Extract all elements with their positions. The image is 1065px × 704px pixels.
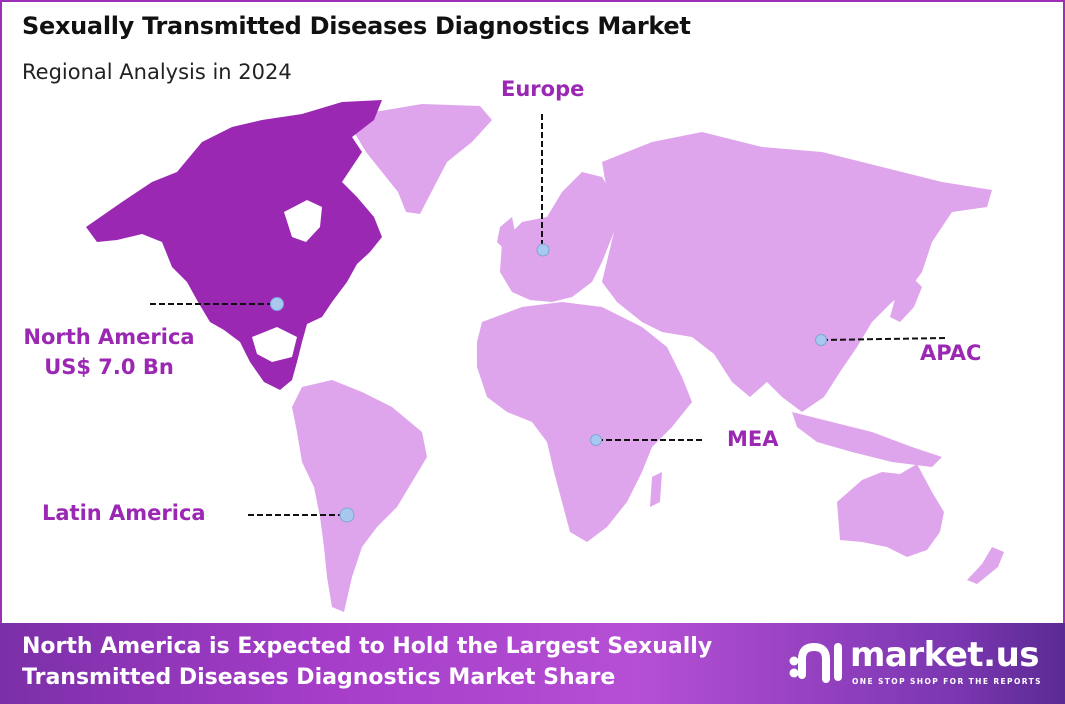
label-north-america-value: US$ 7.0 Bn xyxy=(44,355,174,379)
world-map xyxy=(86,100,1004,612)
region-greenland xyxy=(354,104,492,214)
label-latin-america: Latin America xyxy=(42,501,206,525)
marker-mea[interactable] xyxy=(590,434,602,446)
hudson-bay xyxy=(284,200,322,242)
region-europe[interactable] xyxy=(500,172,617,302)
label-mea: MEA xyxy=(727,427,779,451)
footer-banner: North America is Expected to Hold the La… xyxy=(0,623,1065,704)
label-europe: Europe xyxy=(501,77,585,101)
marker-europe[interactable] xyxy=(536,243,550,257)
region-australia xyxy=(837,464,944,557)
region-southeast-asia xyxy=(792,412,942,467)
page-subtitle: Regional Analysis in 2024 xyxy=(22,60,292,84)
logo-mark-icon xyxy=(789,642,842,683)
region-africa[interactable] xyxy=(477,302,692,542)
label-apac: APAC xyxy=(920,341,982,365)
region-madagascar xyxy=(650,472,662,507)
banner-headline: North America is Expected to Hold the La… xyxy=(22,631,712,693)
region-uk xyxy=(497,217,517,252)
gulf-of-mexico xyxy=(252,327,297,362)
region-north-america[interactable] xyxy=(86,100,382,390)
logo-wordmark: market.us xyxy=(850,635,1040,675)
region-japan xyxy=(890,277,922,322)
label-north-america: North America US$ 7.0 Bn xyxy=(14,322,204,382)
label-north-america-name: North America xyxy=(23,325,195,349)
page-title: Sexually Transmitted Diseases Diagnostic… xyxy=(22,12,691,40)
region-south-america[interactable] xyxy=(292,380,427,612)
banner-line-2: Transmitted Diseases Diagnostics Market … xyxy=(22,665,616,690)
logo-tagline: ONE STOP SHOP FOR THE REPORTS xyxy=(852,677,1042,686)
region-new-zealand xyxy=(967,547,1004,584)
marker-north-america[interactable] xyxy=(270,297,284,311)
connector-apac xyxy=(821,337,948,341)
market-us-logo[interactable]: market.us ONE STOP SHOP FOR THE REPORTS xyxy=(788,635,1040,689)
marker-apac[interactable] xyxy=(815,334,827,346)
banner-line-1: North America is Expected to Hold the La… xyxy=(22,634,713,659)
marker-latin-america[interactable] xyxy=(339,507,355,523)
region-asia[interactable] xyxy=(602,132,992,412)
